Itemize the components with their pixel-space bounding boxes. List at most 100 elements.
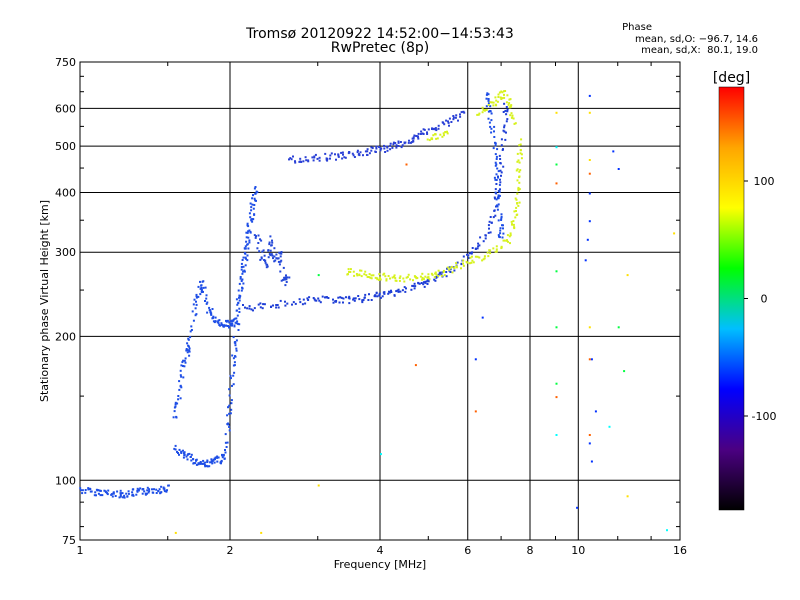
- data-point: [159, 492, 162, 495]
- data-point: [355, 273, 358, 275]
- data-point: [487, 117, 490, 120]
- data-point: [353, 274, 356, 277]
- data-point: [246, 307, 249, 310]
- data-point: [356, 274, 359, 277]
- data-point: [501, 97, 504, 100]
- data-point: [223, 324, 226, 327]
- data-point: [508, 102, 511, 105]
- data-point: [219, 324, 222, 327]
- sparse-echo-point: [474, 358, 477, 361]
- data-point: [344, 156, 347, 159]
- data-point: [177, 452, 179, 454]
- data-point: [375, 147, 378, 150]
- phase-heading: Phase: [622, 22, 652, 33]
- sparse-echo-point: [555, 270, 558, 273]
- data-point: [250, 308, 253, 311]
- data-point: [324, 296, 326, 299]
- data-point: [419, 133, 422, 135]
- data-point: [424, 280, 427, 283]
- data-point: [110, 493, 113, 496]
- data-point: [221, 323, 223, 326]
- data-point: [210, 312, 213, 315]
- data-point: [435, 129, 438, 132]
- data-point: [493, 196, 496, 199]
- data-point: [340, 151, 343, 154]
- data-point: [318, 299, 321, 302]
- data-point: [272, 257, 274, 260]
- data-point: [487, 224, 490, 227]
- data-point: [237, 289, 240, 292]
- data-point: [230, 399, 233, 402]
- data-point: [386, 146, 389, 149]
- data-point: [497, 96, 500, 98]
- data-point: [200, 284, 203, 287]
- sparse-echo-point: [588, 94, 591, 97]
- data-point: [494, 188, 497, 191]
- data-point: [467, 254, 470, 257]
- data-point: [278, 263, 281, 266]
- data-point: [487, 231, 490, 234]
- data-point: [248, 305, 251, 308]
- data-point: [498, 194, 501, 197]
- data-point: [468, 262, 471, 265]
- data-point: [255, 199, 257, 202]
- data-point: [127, 490, 130, 493]
- data-point: [177, 398, 180, 401]
- data-point: [235, 298, 238, 301]
- data-point: [363, 273, 366, 276]
- data-point: [477, 113, 480, 116]
- data-point: [181, 361, 184, 364]
- data-point: [234, 344, 237, 347]
- data-point: [231, 320, 234, 323]
- data-point: [302, 298, 305, 301]
- data-point: [499, 188, 501, 191]
- data-point: [447, 120, 449, 123]
- data-point: [312, 297, 315, 299]
- data-point: [286, 302, 289, 305]
- data-point: [423, 128, 426, 131]
- data-point: [249, 230, 252, 233]
- data-point: [408, 139, 410, 142]
- data-point: [449, 271, 452, 273]
- data-point: [494, 96, 497, 99]
- sparse-echo-point: [588, 434, 591, 436]
- data-point: [241, 278, 244, 281]
- data-point: [502, 239, 505, 242]
- data-point: [494, 153, 497, 156]
- data-point: [306, 297, 309, 300]
- data-point: [357, 295, 360, 297]
- data-point: [509, 98, 512, 101]
- data-point: [517, 204, 520, 207]
- data-point: [325, 296, 328, 299]
- data-point: [119, 492, 122, 495]
- data-point: [252, 309, 254, 312]
- data-point: [511, 114, 514, 117]
- data-point: [290, 158, 293, 161]
- data-point: [208, 306, 211, 309]
- data-point: [291, 303, 293, 306]
- data-point: [263, 303, 266, 306]
- data-point: [363, 296, 366, 299]
- data-point: [301, 303, 304, 306]
- data-point: [433, 276, 436, 279]
- data-point: [519, 152, 522, 155]
- data-point: [182, 376, 185, 379]
- data-point: [375, 291, 378, 294]
- data-point: [412, 136, 415, 139]
- data-point: [337, 154, 340, 157]
- data-point: [271, 254, 274, 257]
- data-point: [455, 262, 458, 265]
- data-point: [235, 317, 238, 320]
- data-point: [482, 109, 485, 111]
- data-point: [273, 247, 276, 250]
- data-point: [392, 143, 395, 146]
- data-point: [162, 486, 165, 489]
- data-point: [500, 215, 503, 218]
- data-point: [194, 462, 197, 465]
- data-point: [424, 275, 427, 278]
- data-point: [448, 124, 450, 127]
- data-point: [180, 375, 183, 378]
- data-point: [471, 259, 474, 262]
- data-point: [299, 301, 302, 304]
